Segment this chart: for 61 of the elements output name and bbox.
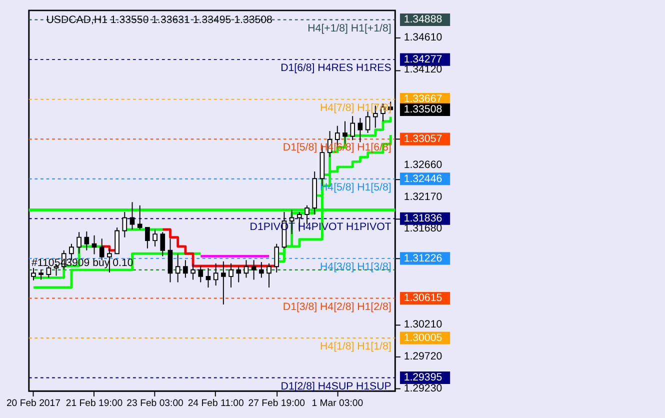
x-tick-label: 21 Feb 19:00	[66, 398, 123, 410]
text: 1.33508	[404, 104, 442, 116]
candlestick	[168, 238, 173, 283]
candlestick	[213, 262, 218, 286]
y-tick-label: 1.34277	[404, 53, 442, 66]
y-tick-label: 1.32446	[404, 172, 442, 185]
y-tick-label: 1.30005	[404, 332, 442, 344]
ref-line-label: H4[3/8] H1[3/8]	[320, 261, 392, 273]
candlestick	[228, 262, 234, 288]
ref-line-label: D1[6/8] H4RES H1RES	[280, 62, 392, 74]
candlestick	[130, 202, 135, 230]
candlestick	[122, 211, 128, 238]
y-tick-label: 1.33057	[404, 132, 442, 145]
y-tick-label: 1.34888	[404, 14, 442, 26]
candlestick	[190, 262, 196, 280]
x-tick-label: 23 Feb 03:00	[126, 398, 184, 410]
candlestick	[251, 260, 256, 280]
candlestick	[236, 266, 242, 283]
candlestick	[137, 204, 142, 230]
y-tick-label: 1.29395	[404, 372, 442, 384]
candlestick	[160, 232, 166, 257]
candlestick	[259, 262, 264, 278]
candlestick	[31, 267, 36, 281]
candlestick	[274, 243, 280, 273]
candlestick	[183, 260, 188, 278]
x-tick-label: 20 Feb 2017	[6, 398, 61, 410]
y-tick-label: 1.31680	[404, 222, 442, 235]
candlestick	[175, 253, 180, 283]
candlestick	[145, 227, 150, 249]
y-tick-label: 1.30615	[404, 292, 442, 304]
x-tick-label: 27 Feb 19:00	[248, 398, 305, 410]
y-tick-label: 1.31226	[404, 252, 442, 264]
candlestick	[84, 230, 90, 251]
candlestick	[266, 262, 272, 288]
candlestick	[198, 266, 204, 283]
chart-title: USDCAD,H1 1.33550 1.33631 1.33495 1.33508	[46, 14, 273, 26]
y-tick-label: 1.34120	[404, 64, 442, 76]
ref-line-label: H4[1/8] H1[1/8]	[320, 340, 392, 353]
ref-line-label: D1[3/8] H4[2/8] H1[2/8]	[282, 300, 392, 313]
candlestick	[76, 232, 82, 254]
x-tick-label: 1 Mar 03:00	[312, 398, 364, 410]
candlestick	[92, 234, 97, 255]
y-tick-label: 1.30210	[404, 318, 442, 331]
candlestick	[114, 227, 120, 254]
y-tick-label: 1.29230	[404, 382, 442, 394]
candlestick	[221, 260, 226, 305]
candlestick	[38, 269, 44, 280]
candlestick	[152, 229, 158, 247]
candlestick	[206, 267, 211, 288]
y-tick-label: 1.34610	[404, 32, 442, 44]
ref-line-label: H4[+1/8] H1[+1/8]	[308, 22, 392, 34]
ref-line-label: D1[2/8] H4SUP H1SUP	[280, 380, 392, 392]
y-tick-label: 1.32170	[404, 190, 442, 203]
y-tick-label: 1.32660	[404, 158, 442, 171]
y-tick-label: 1.33667	[404, 93, 442, 106]
y-tick-label: 1.29720	[404, 350, 442, 362]
y-tick-label: 1.31836	[404, 212, 442, 225]
candlestick	[46, 266, 52, 278]
x-tick-label: 24 Feb 11:00	[188, 398, 244, 410]
candlestick	[350, 116, 356, 141]
candlestick	[244, 260, 249, 278]
